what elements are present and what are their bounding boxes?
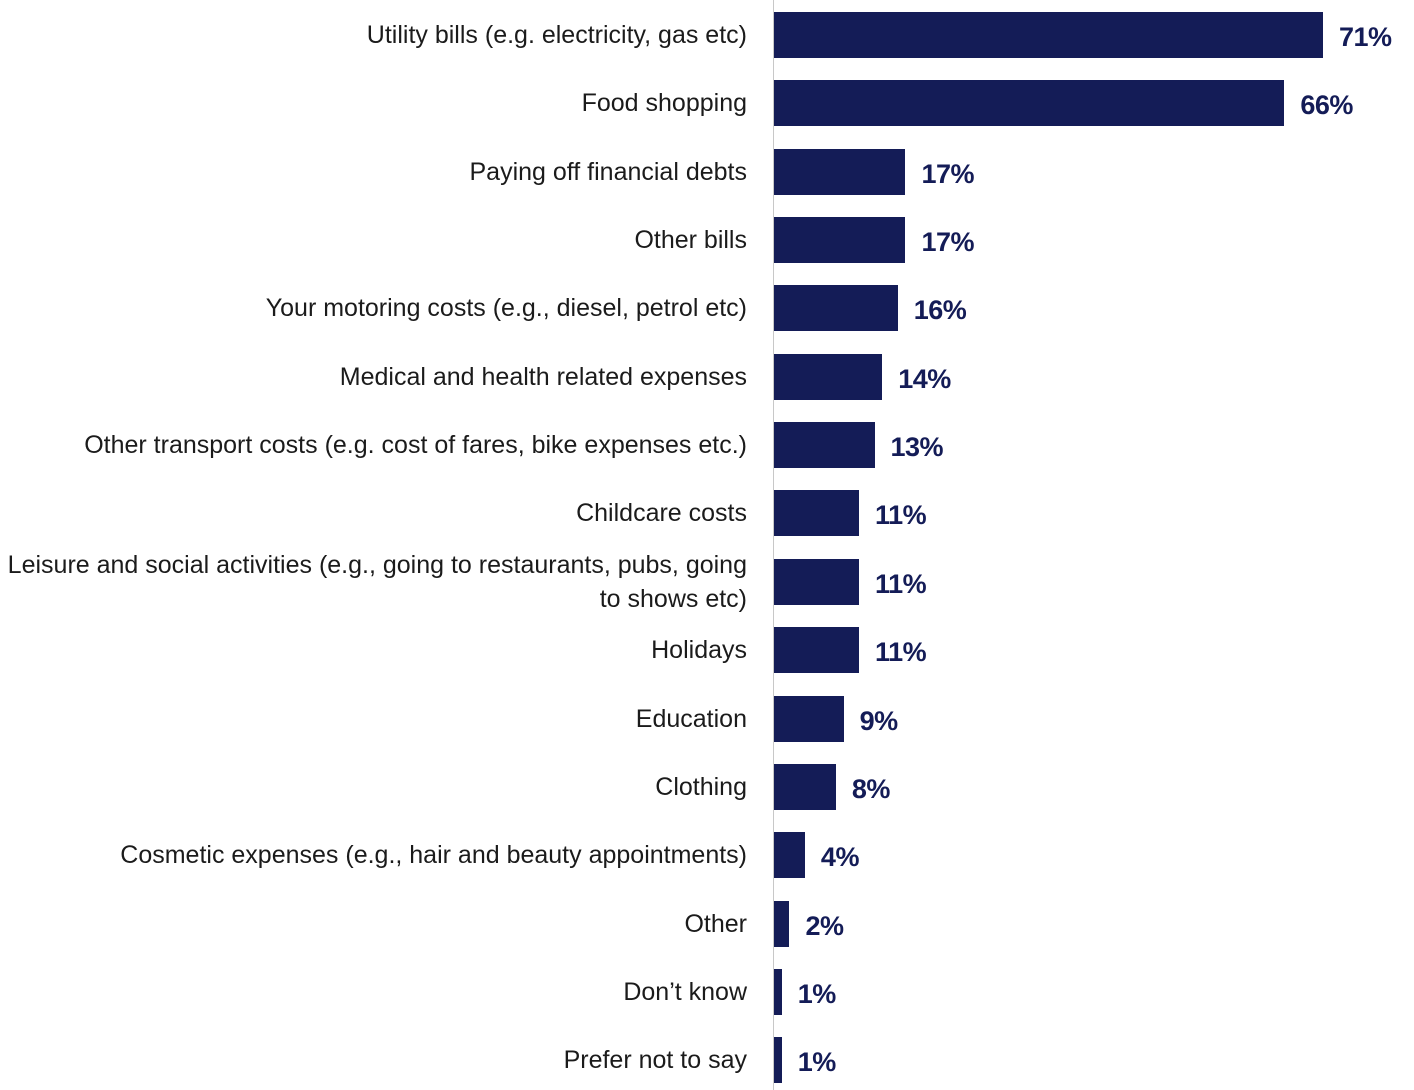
value-label: 2% bbox=[805, 910, 844, 941]
value-label: 11% bbox=[875, 637, 927, 668]
bar bbox=[774, 422, 875, 469]
bar bbox=[774, 12, 1323, 58]
category-label: Your motoring costs (e.g., diesel, petro… bbox=[265, 294, 747, 323]
bar bbox=[774, 217, 906, 264]
category-label: Education bbox=[635, 704, 747, 733]
category-label: Paying off financial debts bbox=[469, 157, 747, 186]
value-label: 14% bbox=[898, 363, 951, 394]
category-label: Childcare costs bbox=[576, 499, 747, 528]
bar bbox=[774, 80, 1285, 127]
value-label: 9% bbox=[859, 705, 899, 736]
bar bbox=[774, 900, 790, 947]
category-label: Medical and health related expenses bbox=[339, 362, 747, 391]
category-axis-line bbox=[773, 0, 774, 1090]
bar bbox=[774, 558, 860, 605]
category-label: Clothing bbox=[655, 772, 747, 801]
category-label: Prefer not to say bbox=[563, 1046, 747, 1075]
bar bbox=[774, 763, 836, 810]
category-label: Holidays bbox=[651, 636, 747, 665]
category-label: Utility bills (e.g. electricity, gas etc… bbox=[366, 21, 747, 49]
bar bbox=[774, 353, 883, 400]
value-label: 11% bbox=[875, 500, 927, 531]
category-label: Other bbox=[684, 909, 747, 938]
category-label: Food shopping bbox=[581, 89, 747, 118]
bar bbox=[774, 832, 805, 879]
category-label: Other bills bbox=[634, 226, 747, 255]
value-label: 1% bbox=[797, 978, 837, 1009]
value-label: 16% bbox=[913, 295, 967, 326]
bar bbox=[774, 968, 782, 1015]
value-label: 4% bbox=[820, 842, 860, 873]
bar bbox=[774, 627, 860, 674]
bar bbox=[774, 148, 906, 195]
category-label: Don’t know bbox=[623, 977, 747, 1006]
value-label: 13% bbox=[890, 432, 944, 463]
value-label: 8% bbox=[851, 773, 891, 804]
value-label: 71% bbox=[1339, 22, 1392, 52]
category-label: Cosmetic expenses (e.g., hair and beauty… bbox=[120, 841, 747, 870]
value-label: 11% bbox=[875, 568, 927, 599]
value-label: 17% bbox=[921, 227, 974, 258]
bar bbox=[774, 490, 860, 537]
bar bbox=[774, 1037, 782, 1084]
category-label: Other transport costs (e.g. cost of fare… bbox=[84, 431, 747, 460]
value-label: 1% bbox=[797, 1047, 837, 1078]
value-label: 17% bbox=[921, 158, 974, 189]
bar bbox=[774, 695, 844, 742]
category-label: Leisure and social activities (e.g., goi… bbox=[7, 550, 747, 613]
value-label: 66% bbox=[1300, 90, 1353, 121]
bar bbox=[774, 285, 898, 332]
